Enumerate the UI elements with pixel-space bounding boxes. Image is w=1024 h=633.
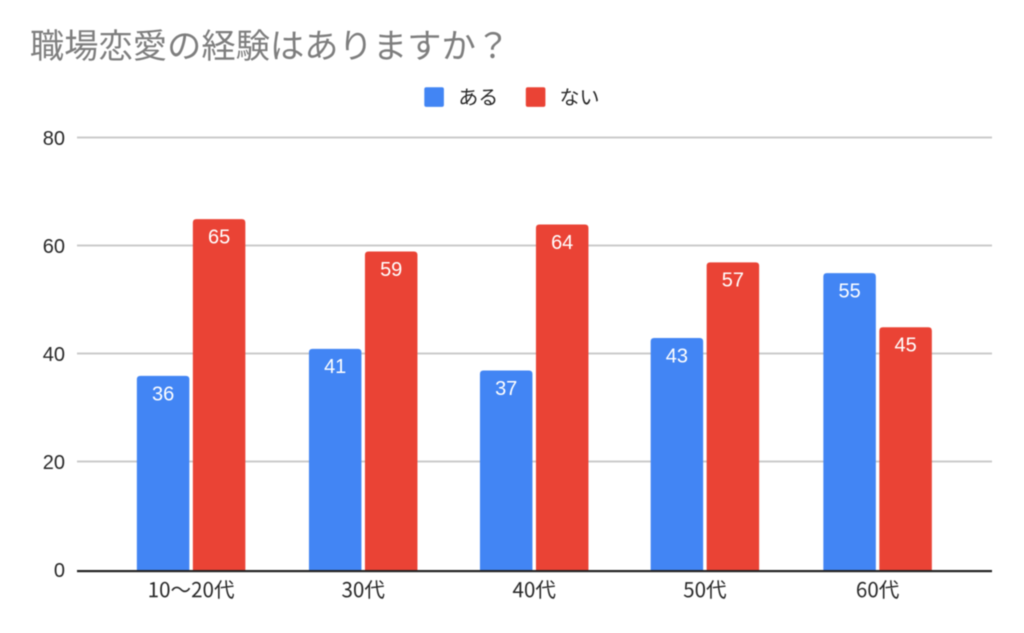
svg-text:45: 45	[894, 335, 916, 357]
svg-text:20: 20	[43, 452, 65, 474]
svg-text:36: 36	[152, 383, 174, 405]
svg-text:64: 64	[551, 232, 573, 254]
svg-text:60: 60	[43, 236, 65, 258]
svg-text:55: 55	[838, 281, 860, 303]
svg-text:41: 41	[324, 356, 346, 378]
svg-text:37: 37	[495, 378, 517, 400]
svg-text:40: 40	[43, 344, 65, 366]
svg-text:80: 80	[43, 128, 65, 150]
svg-text:57: 57	[722, 270, 744, 292]
svg-text:65: 65	[208, 227, 230, 249]
svg-text:0: 0	[54, 560, 65, 582]
svg-text:59: 59	[380, 259, 402, 281]
svg-text:43: 43	[666, 345, 688, 367]
